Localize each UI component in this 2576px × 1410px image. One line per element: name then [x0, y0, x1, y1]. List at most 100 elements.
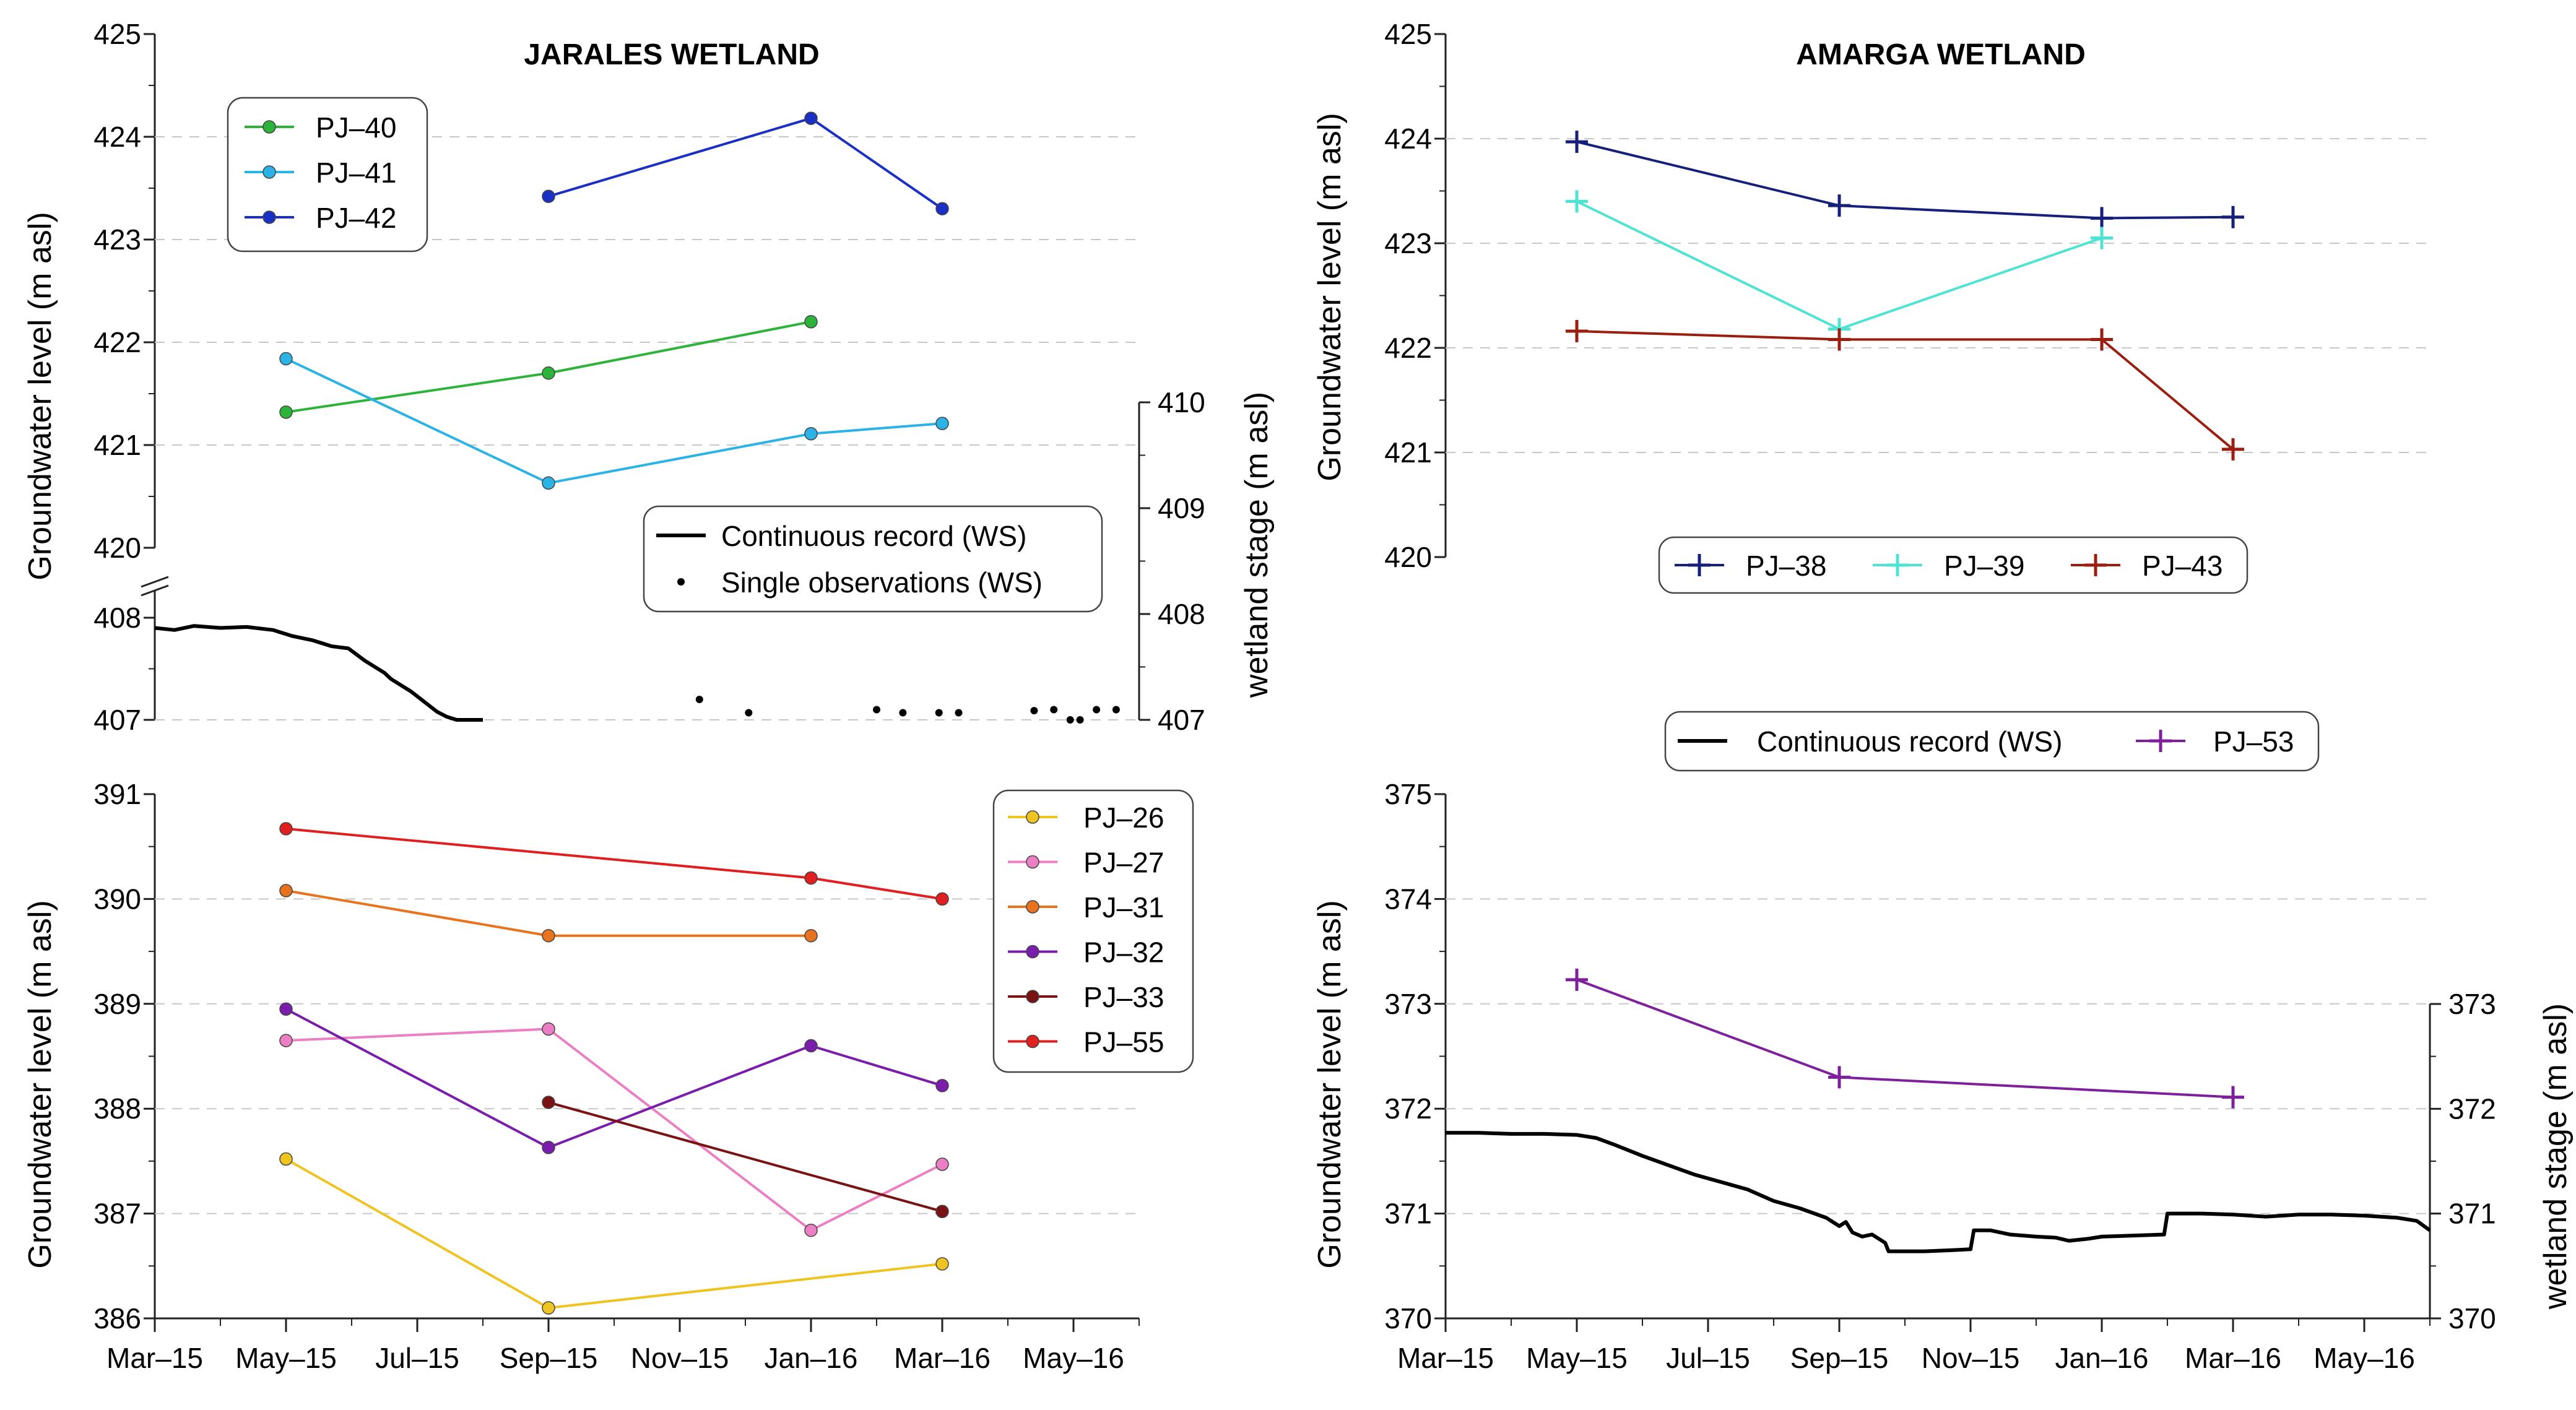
ws-single-observation: [1030, 707, 1038, 715]
marker-pj-42: [804, 111, 818, 125]
jarales-top-y-tick-label: 421: [93, 429, 141, 461]
amarga-bottom-x-tick-label: Mar–16: [2185, 1342, 2281, 1374]
amarga-bottom-x-tick-label: Nov–15: [1922, 1342, 2020, 1374]
marker-pj-40: [804, 315, 818, 329]
jarales-top-ylabel: Groundwater level (m asl): [22, 212, 58, 580]
jarales-bottom-y-tick-label: 390: [93, 883, 141, 915]
marker-pj-55: [935, 892, 949, 906]
marker-pj-31: [542, 928, 555, 943]
marker-pj-26: [542, 1301, 555, 1315]
amarga-bottom-x-tick-label: Mar–15: [1397, 1342, 1494, 1374]
jarales-top-y-tick-label: 423: [93, 223, 141, 256]
marker-pj-38: [2091, 207, 2113, 230]
ws-single-observation: [1066, 716, 1074, 724]
amarga-top-y-tick-label: 423: [1384, 227, 1432, 259]
marker-pj-26: [935, 1257, 949, 1271]
legend-label-continuous-record: Continuous record (WS): [721, 520, 1026, 552]
legend-pj-26-marker: [1026, 810, 1039, 824]
legend-pj-39-marker: [1886, 554, 1909, 576]
legend-pj-53-marker: [2149, 730, 2172, 752]
jarales-stage-tick-label: 410: [1158, 386, 1205, 418]
jarales-top-y-tick-label: 420: [93, 532, 141, 564]
amarga-bottom-y-tick-label: 373: [1384, 988, 1432, 1020]
series-line-pj-43: [1576, 329, 2234, 451]
jarales-bottom-x-tick-label: Mar–16: [894, 1342, 991, 1374]
legend-label-pj-55: PJ–55: [1083, 1026, 1164, 1058]
jarales-stage-tick-label: 407: [1158, 704, 1205, 736]
marker-pj-55: [279, 822, 293, 836]
marker-pj-43: [2091, 328, 2113, 351]
jarales-top-y-tick-label: 425: [93, 18, 141, 50]
legend-pj-42-marker: [262, 210, 276, 224]
legend-pj-31-marker: [1026, 900, 1039, 914]
jarales-bottom-y-tick-label: 387: [93, 1198, 141, 1230]
amarga-top-legend: [1658, 536, 2249, 594]
axis-break-mark: [141, 576, 169, 588]
legend-label-pj-40: PJ–40: [316, 111, 396, 144]
marker-pj-43: [1566, 319, 1588, 342]
marker-pj-41: [279, 352, 293, 366]
jarales-bottom-y-tick-label: 388: [93, 1092, 141, 1125]
jarales-top-legend: [227, 97, 428, 253]
jarales-top-y2label: wetland stage (m asl): [1239, 392, 1275, 698]
amarga-top-ylabel: Groundwater level (m asl): [1312, 113, 1348, 481]
amarga-bottom-y-tick-label: 375: [1384, 778, 1432, 810]
legend-pj-38-marker: [1688, 554, 1711, 576]
series-line-pj-38: [1576, 141, 2234, 220]
legend-pj-40-marker: [262, 120, 276, 134]
marker-pj-38: [2222, 205, 2244, 228]
legend-pj-33-marker: [1026, 990, 1039, 1003]
legend-label-pj-42: PJ–42: [316, 202, 396, 234]
jarales-bottom-x-tick-label: May–16: [1023, 1342, 1124, 1374]
jarales-bottom-x-tick-label: Jan–16: [765, 1342, 858, 1374]
amarga-bottom-y-tick-label: 374: [1384, 883, 1432, 915]
marker-pj-40: [279, 405, 293, 419]
marker-pj-31: [804, 928, 818, 943]
marker-pj-53: [2222, 1086, 2244, 1109]
jarales-title: JARALES WETLAND: [524, 38, 819, 71]
marker-pj-38: [1828, 194, 1850, 217]
ws-single-observation: [935, 709, 943, 717]
amarga-ws-continuous-line: [1446, 1131, 2431, 1253]
amarga-top-y-tick-label: 421: [1384, 436, 1432, 469]
legend-pj-43-marker: [2084, 554, 2107, 576]
amarga-bottom-x-tick-label: Jul–15: [1666, 1342, 1750, 1374]
marker-pj-42: [542, 189, 555, 204]
series-line-pj-27: [285, 1027, 943, 1232]
series-line-pj-41: [285, 357, 943, 485]
marker-pj-38: [1566, 131, 1588, 154]
marker-pj-31: [279, 884, 293, 897]
amarga-bottom-x-tick-label: May–15: [1526, 1342, 1628, 1374]
legend-label-pj-43: PJ–43: [2142, 550, 2223, 582]
amarga-stage-tick-label: 371: [2448, 1198, 2496, 1230]
legend-label-pj-41: PJ–41: [316, 157, 396, 189]
legend-label-pj-32: PJ–32: [1083, 936, 1164, 969]
amarga-bottom-y2label: wetland stage (m asl): [2538, 1003, 2574, 1310]
amarga-bottom-ylabel: Groundwater level (m asl): [1312, 900, 1348, 1268]
jarales-ws-legend: [643, 505, 1103, 613]
legend-pj-41-marker: [262, 165, 276, 179]
jarales-top-y-tick-label: 424: [93, 121, 141, 153]
marker-pj-32: [804, 1039, 818, 1053]
marker-pj-33: [935, 1205, 949, 1218]
marker-pj-41: [804, 426, 818, 441]
plot-layer: 420 421 422 423 424 425 407 408 407 408 409 410 PJ–4…: [93, 18, 2496, 1374]
jarales-bottom-x-tick-label: May–15: [235, 1342, 337, 1374]
marker-pj-43: [2222, 438, 2244, 461]
series-line-pj-33: [548, 1101, 943, 1213]
amarga-bottom-x-tick-label: May–16: [2314, 1342, 2415, 1374]
marker-pj-32: [542, 1141, 555, 1154]
jarales-break-tick-label: 408: [93, 602, 141, 634]
series-line-pj-42: [548, 116, 943, 210]
series-line-pj-53: [1576, 978, 2234, 1099]
ws-single-observation: [1093, 706, 1101, 714]
ws-single-observation: [899, 709, 907, 717]
marker-pj-33: [542, 1096, 555, 1109]
jarales-stage-tick-label: 409: [1158, 492, 1205, 524]
series-line-pj-55: [285, 827, 943, 901]
amarga-stage-tick-label: 372: [2448, 1092, 2496, 1125]
jarales-bottom-x-tick-label: Sep–15: [500, 1342, 598, 1374]
ws-single-observation: [873, 706, 880, 714]
marker-pj-27: [542, 1022, 555, 1036]
